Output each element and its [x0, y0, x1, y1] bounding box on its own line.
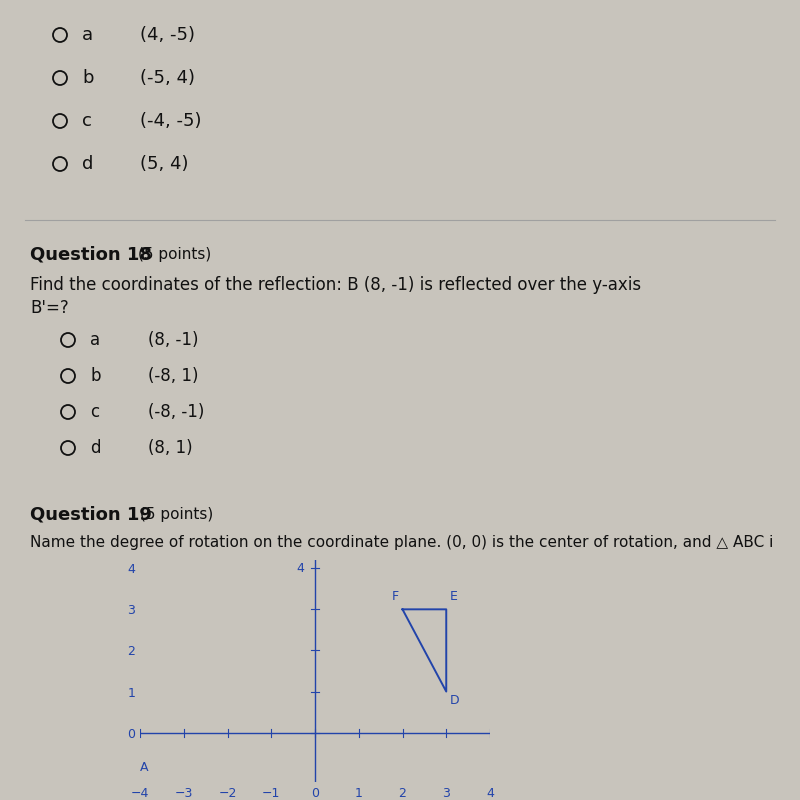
Text: a: a: [90, 331, 100, 349]
Text: Question 18: Question 18: [30, 245, 152, 263]
Text: Question 19: Question 19: [30, 506, 152, 524]
Text: c: c: [90, 403, 99, 421]
Text: Name the degree of rotation on the coordinate plane. (0, 0) is the center of rot: Name the degree of rotation on the coord…: [30, 534, 774, 550]
Text: (5 points): (5 points): [138, 246, 211, 262]
Text: a: a: [82, 26, 93, 44]
Text: b: b: [90, 367, 101, 385]
Text: (-8, 1): (-8, 1): [148, 367, 198, 385]
Text: E: E: [450, 590, 458, 603]
Text: (-5, 4): (-5, 4): [140, 69, 195, 87]
Text: (-8, -1): (-8, -1): [148, 403, 204, 421]
Text: (-4, -5): (-4, -5): [140, 112, 202, 130]
Text: d: d: [82, 155, 94, 173]
Text: B'=?: B'=?: [30, 299, 69, 317]
Text: (5 points): (5 points): [140, 507, 214, 522]
Text: c: c: [82, 112, 92, 130]
Text: (8, -1): (8, -1): [148, 331, 198, 349]
Text: D: D: [450, 694, 459, 706]
Text: d: d: [90, 439, 101, 457]
Text: (8, 1): (8, 1): [148, 439, 193, 457]
Text: b: b: [82, 69, 94, 87]
Text: A: A: [140, 761, 149, 774]
Text: (5, 4): (5, 4): [140, 155, 189, 173]
Text: F: F: [392, 590, 399, 603]
Text: Find the coordinates of the reflection: B (8, -1) is reflected over the y-axis: Find the coordinates of the reflection: …: [30, 276, 641, 294]
Text: (4, -5): (4, -5): [140, 26, 195, 44]
Text: 4: 4: [296, 562, 304, 574]
